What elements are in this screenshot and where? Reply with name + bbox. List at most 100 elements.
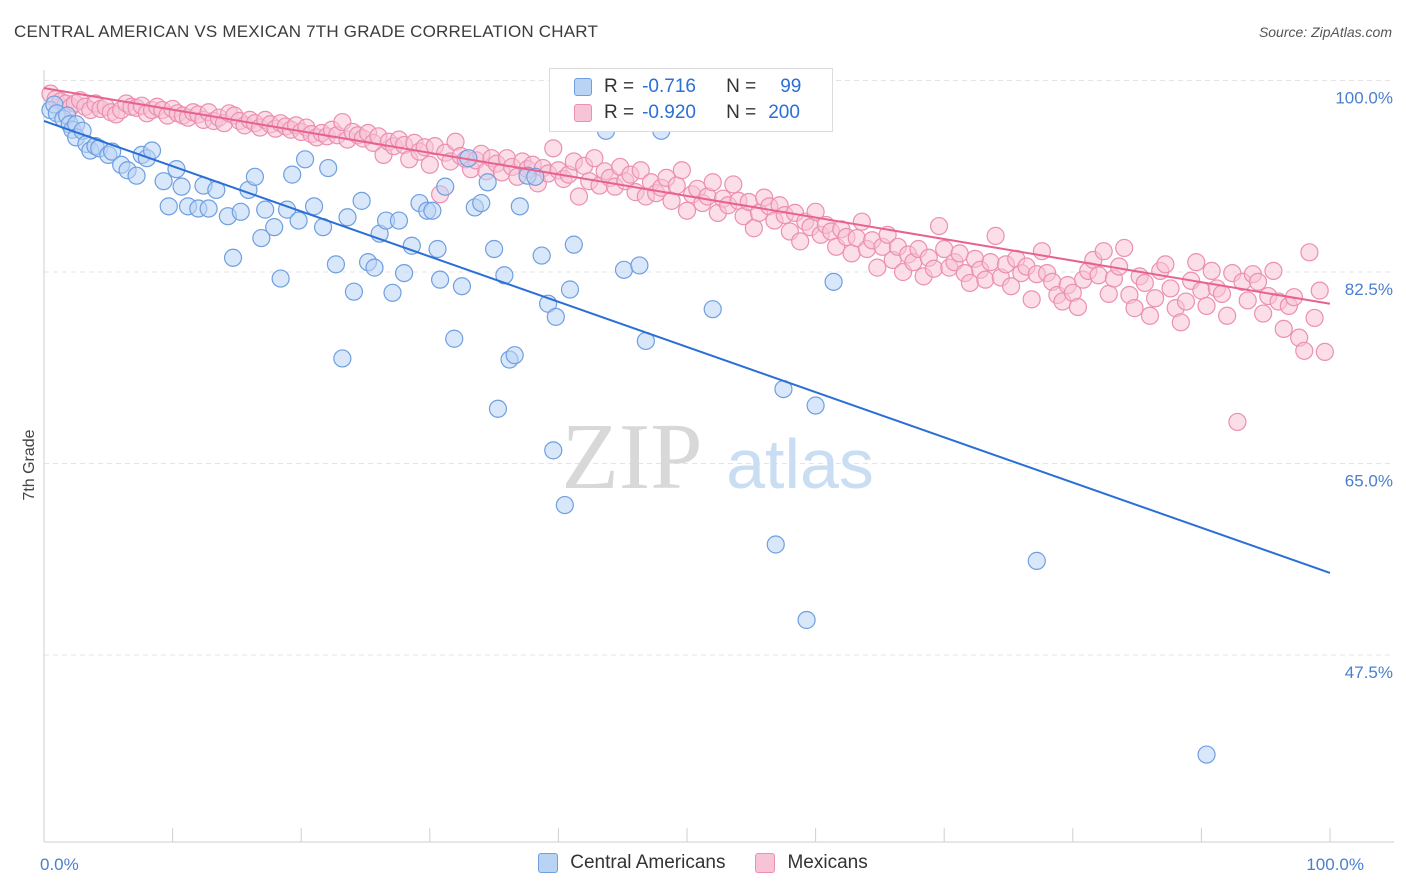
watermark-zip: ZIP: [562, 405, 703, 509]
legend-label-central-americans: Central Americans: [570, 852, 726, 873]
central-american-point: [256, 200, 275, 219]
central-american-point: [389, 211, 409, 230]
central-american-point: [797, 610, 816, 630]
mexican-point: [1187, 253, 1206, 272]
central-american-point: [199, 199, 218, 218]
mexican-point: [677, 201, 697, 220]
legend-n-label: N =: [726, 102, 757, 123]
source-label: Source: ZipAtlas.com: [1258, 24, 1392, 40]
grid-lines: [44, 80, 1394, 656]
mexican-point: [1264, 261, 1283, 281]
central-american-point: [333, 349, 352, 368]
central-american-point: [231, 202, 250, 221]
mexican-point: [1212, 284, 1232, 303]
legend-n-value: 99: [780, 76, 802, 97]
mexican-point: [420, 155, 439, 174]
legend-r-label: R =: [604, 102, 635, 123]
central-american-point: [428, 239, 447, 259]
mexican-point: [1001, 277, 1021, 296]
mexican-point: [1094, 242, 1113, 261]
mexican-point: [1295, 341, 1314, 360]
mexican-point: [842, 244, 861, 263]
mexican-point: [1197, 296, 1216, 316]
mexican-point: [1089, 266, 1108, 285]
mexican-point: [544, 139, 563, 158]
axes: 100.0% 82.5% 65.0% 47.5% 0.0% 100.0%: [40, 70, 1394, 874]
central-american-trend-line: [43, 120, 1331, 574]
central-american-point: [445, 329, 464, 348]
mexican-point: [672, 161, 691, 180]
central-american-point: [271, 269, 290, 288]
central-american-point: [289, 211, 308, 230]
y-tick-label: 100.0%: [1335, 89, 1393, 108]
central-american-point: [532, 246, 551, 265]
mexican-point: [986, 226, 1005, 245]
mexican-point: [1300, 243, 1319, 262]
y-tick-label: 65.0%: [1345, 472, 1393, 491]
central-american-point: [488, 399, 508, 418]
legend-item-central-americans[interactable]: Central Americans: [538, 852, 725, 874]
central-american-point: [472, 193, 491, 213]
mexican-point: [1171, 313, 1190, 332]
central-american-point: [564, 235, 583, 254]
central-american-point: [544, 441, 563, 460]
mexican-point: [1176, 292, 1196, 311]
mexican-point: [791, 232, 810, 251]
central-american-point: [505, 346, 524, 365]
central-american-point: [352, 191, 371, 210]
legend-swatch-blue: [574, 78, 592, 96]
central-american-point: [485, 239, 504, 259]
trend-lines: [43, 87, 1331, 574]
mexican-point: [585, 149, 604, 168]
y-tick-label: 82.5%: [1345, 280, 1393, 299]
central-american-point: [283, 165, 302, 184]
central-american-point: [365, 258, 384, 277]
mexican-point: [1099, 284, 1118, 303]
legend-n-label: N =: [726, 76, 757, 97]
mexican-point: [703, 173, 722, 192]
central-american-point: [630, 256, 649, 275]
central-american-point: [319, 158, 338, 178]
legend-n-value: 200: [768, 102, 800, 123]
mexican-point: [929, 216, 949, 236]
mexican-point: [1156, 255, 1175, 274]
central-american-point: [766, 535, 785, 554]
mexican-point: [1274, 319, 1293, 339]
central-american-point: [560, 280, 580, 299]
central-american-point: [245, 167, 265, 186]
mexican-point: [1068, 297, 1088, 317]
central-american-point: [326, 255, 346, 274]
central-american-point: [452, 277, 472, 296]
central-american-point: [172, 177, 191, 196]
central-american-point: [555, 495, 574, 515]
mexican-point: [1248, 272, 1268, 291]
central-american-point: [526, 167, 545, 186]
central-american-point: [1027, 551, 1046, 570]
mexican-point: [724, 175, 743, 194]
central-american-point: [383, 283, 402, 302]
mexican-point: [976, 270, 995, 289]
central-american-point: [478, 173, 497, 192]
mexican-point: [924, 259, 944, 278]
legend-swatch-pink: [755, 853, 776, 873]
watermark-atlas: atlas: [726, 425, 874, 503]
mexican-point: [744, 219, 763, 238]
mexican-point: [1202, 261, 1221, 281]
legend-r-label: R =: [604, 76, 635, 97]
mexican-point: [1146, 289, 1165, 308]
mexican-point: [1135, 273, 1154, 293]
mexican-point: [852, 212, 871, 231]
central-american-point: [1197, 745, 1216, 764]
legend-row-mexicans: R = -0.920 N = 200: [550, 100, 800, 126]
central-american-point: [295, 150, 315, 169]
central-american-point: [436, 177, 455, 196]
central-american-point: [430, 270, 450, 289]
mexican-point: [1228, 412, 1247, 432]
legend-item-mexicans[interactable]: Mexicans: [755, 852, 868, 874]
central-american-point: [304, 197, 324, 216]
mexican-point: [1238, 291, 1257, 310]
mexican-point: [1192, 281, 1211, 300]
legend-r-value: -0.920: [642, 102, 696, 123]
central-american-point: [252, 228, 271, 248]
mexican-point: [1115, 238, 1134, 258]
